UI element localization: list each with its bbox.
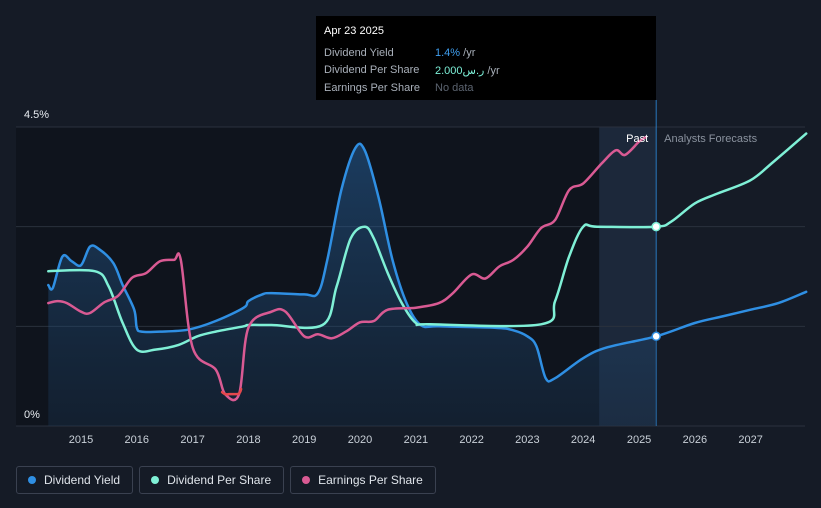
x-tick-2015: 2015 <box>69 434 93 446</box>
x-tick-2027: 2027 <box>738 434 762 446</box>
x-tick-2024: 2024 <box>571 434 595 446</box>
tooltip-row-value: 2.000ر.س /yr <box>435 64 500 77</box>
tooltip-row-label: Earnings Per Share <box>324 81 420 94</box>
dividend-per-share-today-marker <box>651 221 661 232</box>
tooltip-row: Dividend Per Share 2.000ر.س /yr <box>324 62 648 80</box>
x-tick-2026: 2026 <box>683 434 707 446</box>
x-tick-2018: 2018 <box>236 434 260 446</box>
tooltip-row-value: No data <box>435 82 474 94</box>
legend-label: Earnings Per Share <box>318 473 423 487</box>
tooltip-row-value: 1.4% /yr <box>435 47 475 59</box>
x-tick-2019: 2019 <box>292 434 316 446</box>
x-tick-2023: 2023 <box>515 434 539 446</box>
hover-tooltip: Apr 23 2025 Dividend Yield 1.4% /yr Divide… <box>316 16 656 100</box>
tooltip-row-number: 2.000ر.س <box>435 64 485 77</box>
legend-item-dividend-per-share[interactable]: Dividend Per Share <box>139 466 285 494</box>
x-tick-2016: 2016 <box>125 434 149 446</box>
tooltip-row: Earnings Per Share No data <box>324 79 648 97</box>
dividend-per-share-line <box>47 132 808 353</box>
earnings-per-share-line <box>47 135 648 402</box>
legend-label: Dividend Per Share <box>167 473 272 487</box>
y-axis-bottom-label: 0% <box>24 409 40 421</box>
legend-item-earnings-per-share[interactable]: Earnings Per Share <box>290 466 436 494</box>
tooltip-row: Dividend Yield 1.4% /yr <box>324 44 648 62</box>
x-tick-2022: 2022 <box>459 434 483 446</box>
tooltip-row-suffix: /yr <box>484 64 500 77</box>
dividend-yield-line <box>47 142 808 383</box>
chart-legend: Dividend Yield Dividend Per Share Earnings… <box>16 466 436 494</box>
x-tick-2020: 2020 <box>348 434 372 446</box>
x-tick-2025: 2025 <box>627 434 651 446</box>
legend-dot-icon <box>151 476 160 484</box>
tooltip-row-suffix: /yr <box>460 46 476 59</box>
dividend-yield-area <box>48 143 657 427</box>
x-tick-2021: 2021 <box>404 434 428 446</box>
tooltip-row-label: Dividend Per Share <box>324 64 420 77</box>
legend-dot-icon <box>302 476 311 484</box>
legend-item-dividend-yield[interactable]: Dividend Yield <box>16 466 134 494</box>
dividend-yield-today-marker <box>651 331 661 342</box>
past-label: Past <box>626 133 648 145</box>
legend-dot-icon <box>28 476 36 484</box>
tooltip-date: Apr 23 2025 <box>324 25 384 37</box>
forecast-label: Analysts Forecasts <box>664 133 757 145</box>
legend-label: Dividend Yield <box>44 473 121 487</box>
tooltip-row-number: 1.4% <box>435 46 461 59</box>
earnings-per-share-negative-segment <box>220 387 243 396</box>
x-tick-2017: 2017 <box>180 434 204 446</box>
tooltip-row-number: No data <box>435 81 474 94</box>
y-axis-top-label: 4.5% <box>24 109 49 121</box>
tooltip-row-label: Dividend Yield <box>324 46 394 59</box>
